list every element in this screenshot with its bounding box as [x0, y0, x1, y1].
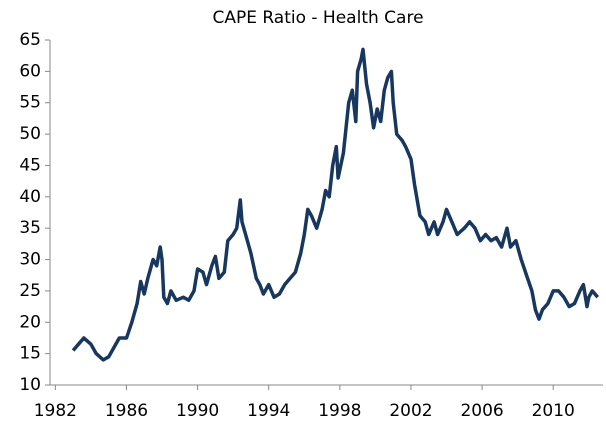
y-tick-label: 60: [19, 61, 41, 81]
y-tick-label: 55: [19, 93, 41, 113]
x-tick-label: 1986: [105, 401, 148, 421]
y-tick-label: 20: [19, 312, 41, 332]
y-tick-label: 25: [19, 281, 41, 301]
chart-title: CAPE Ratio - Health Care: [212, 8, 423, 28]
x-tick-label: 1998: [318, 401, 361, 421]
y-tick-label: 15: [19, 344, 41, 364]
x-tick-label: 1990: [176, 401, 219, 421]
x-tick-label: 1982: [34, 401, 77, 421]
x-tick-label: 2010: [532, 401, 575, 421]
y-tick-label: 65: [19, 30, 41, 50]
y-tick-label: 50: [19, 124, 41, 144]
y-tick-label: 30: [19, 250, 41, 270]
x-tick-label: 2006: [460, 401, 503, 421]
y-tick-label: 40: [19, 187, 41, 207]
y-tick-label: 35: [19, 218, 41, 238]
x-tick-label: 1994: [247, 401, 290, 421]
y-tick-label: 45: [19, 155, 41, 175]
data-line: [71, 47, 600, 362]
y-tick-label: 10: [19, 375, 41, 395]
x-tick-label: 2002: [389, 401, 432, 421]
